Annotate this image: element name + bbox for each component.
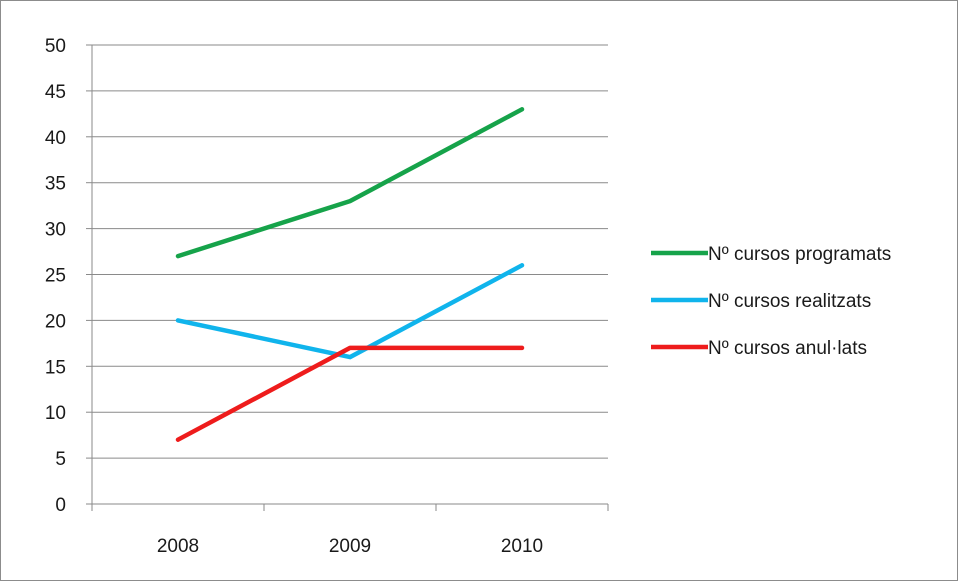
x-tick-label: 2008	[157, 536, 199, 557]
y-tick-label: 25	[45, 266, 66, 287]
y-tick-label: 45	[45, 82, 66, 103]
series-line-1	[178, 265, 522, 357]
legend-label: Nº cursos anul·lats	[708, 338, 867, 359]
y-tick-label: 5	[55, 449, 66, 470]
axes	[86, 45, 608, 511]
gridlines	[92, 45, 608, 458]
y-tick-label: 35	[45, 174, 66, 195]
y-tick-label: 50	[45, 36, 66, 57]
y-tick-label: 0	[55, 495, 66, 516]
y-tick-label: 20	[45, 311, 66, 332]
x-tick-label: 2010	[501, 536, 543, 557]
y-tick-label: 10	[45, 403, 66, 424]
x-tick-labels: 2008 2009 2010	[157, 536, 543, 557]
series-line-2	[178, 348, 522, 440]
legend: Nº cursos programats Nº cursos realitzats…	[651, 244, 891, 359]
y-tick-label: 15	[45, 357, 66, 378]
y-tick-label: 40	[45, 128, 66, 149]
legend-label: Nº cursos realitzats	[708, 291, 871, 312]
x-tick-label: 2009	[329, 536, 371, 557]
y-tick-label: 30	[45, 220, 66, 241]
legend-label: Nº cursos programats	[708, 244, 891, 265]
y-tick-labels: 0 5 10 15 20 25 30 35 40 45 50	[45, 36, 66, 516]
